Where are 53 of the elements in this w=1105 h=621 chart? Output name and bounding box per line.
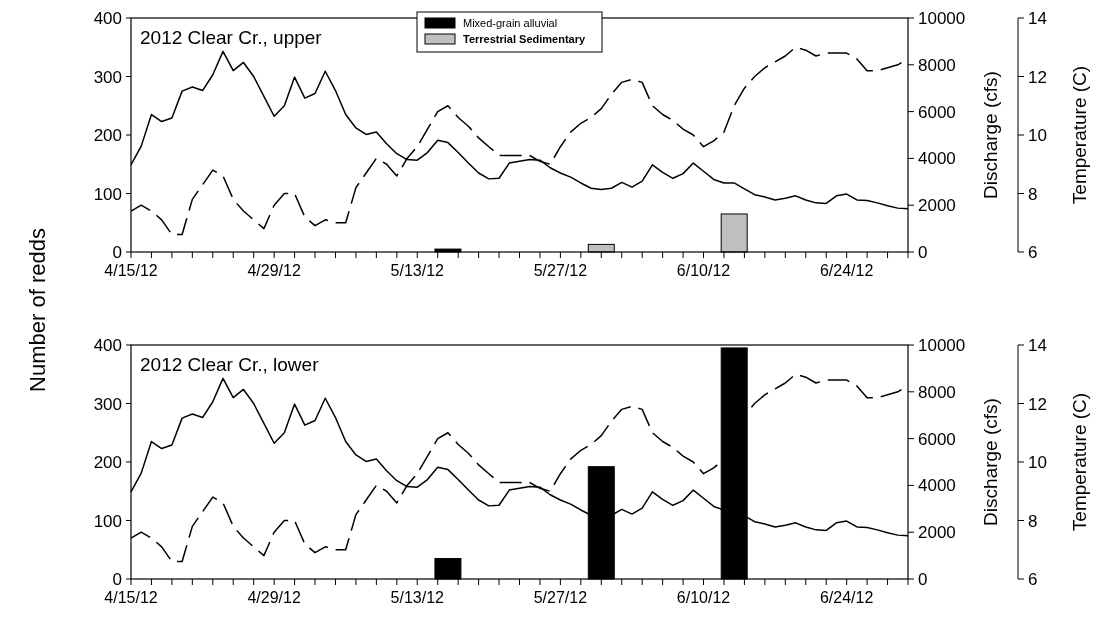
y2-tick-label: 4000: [918, 149, 956, 169]
y-tick-label: 200: [93, 453, 122, 472]
text: 2012 Clear Cr., upper: [140, 27, 323, 48]
y2-axis-title: Discharge (cfs): [980, 71, 1001, 199]
x-tick-label: 6/24/12: [819, 589, 874, 606]
y2-tick-label: 6000: [918, 429, 956, 449]
y2-tick-label: 10000: [918, 336, 966, 355]
y-tick-label: 0: [112, 243, 122, 262]
y3-tick-label: 6: [1028, 243, 1038, 262]
y2-tick-label: 8000: [918, 55, 956, 75]
y3-tick-label: 12: [1028, 67, 1047, 87]
x-tick-label: 5/27/12: [533, 262, 588, 279]
y2-axis-title: Discharge (cfs): [980, 398, 1001, 526]
x-tick-label: 4/15/12: [104, 262, 158, 279]
y-tick-label: 100: [93, 184, 122, 204]
y-tick-label: 300: [93, 67, 122, 87]
y2-tick-label: 0: [918, 570, 928, 589]
y2-tick-label: 2000: [918, 523, 956, 543]
y2-tick-label: 6000: [918, 102, 956, 122]
y2-tick-label: 10000: [918, 9, 966, 28]
y3-tick-label: 14: [1028, 9, 1047, 28]
x-tick-label: 4/29/12: [247, 589, 301, 606]
y3-tick-label: 12: [1028, 394, 1047, 414]
y-axis-title: Number of redds: [25, 228, 50, 392]
x-tick-label: 6/10/12: [676, 262, 731, 279]
y-tick-label: 400: [93, 9, 122, 28]
x-tick-label: 4/15/12: [104, 589, 158, 606]
x-tick-label: 5/13/12: [390, 589, 445, 606]
legend-label: Mixed-grain alluvial: [463, 17, 558, 29]
x-tick-label: 5/27/12: [533, 589, 588, 606]
text: 2012 Clear Cr., lower: [140, 354, 320, 375]
y-tick-label: 400: [93, 336, 122, 355]
y3-tick-label: 10: [1028, 453, 1047, 472]
x-tick-label: 4/29/12: [247, 262, 301, 279]
y3-axis-title: Temperature (C): [1069, 392, 1090, 532]
legend-label: Terrestrial Sedimentary: [463, 33, 586, 45]
x-tick-label: 6/24/12: [819, 262, 874, 279]
y2-tick-label: 4000: [918, 476, 956, 496]
y2-tick-label: 0: [918, 243, 928, 262]
y-tick-label: 300: [93, 394, 122, 414]
y-tick-label: 100: [93, 511, 122, 531]
y3-tick-label: 6: [1028, 570, 1038, 589]
x-tick-label: 5/13/12: [390, 262, 445, 279]
y3-tick-label: 8: [1028, 511, 1038, 531]
y3-tick-label: 14: [1028, 336, 1047, 355]
y-tick-label: 200: [93, 126, 122, 145]
y2-tick-label: 2000: [918, 196, 956, 216]
x-tick-label: 6/10/12: [676, 589, 731, 606]
y2-tick-label: 8000: [918, 382, 956, 402]
y3-tick-label: 10: [1028, 126, 1047, 145]
y3-axis-title: Temperature (C): [1069, 65, 1090, 205]
y-tick-label: 0: [112, 570, 122, 589]
y3-tick-label: 8: [1028, 184, 1038, 204]
